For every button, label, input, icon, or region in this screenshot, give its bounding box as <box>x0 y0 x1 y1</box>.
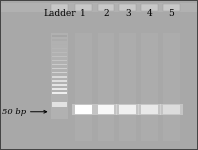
Bar <box>51 4 68 11</box>
Bar <box>119 4 136 11</box>
Text: Ladder: Ladder <box>43 9 76 18</box>
Text: 5: 5 <box>168 9 174 18</box>
Bar <box>52 44 67 45</box>
Bar <box>52 56 67 57</box>
Bar <box>52 39 67 41</box>
Bar <box>160 104 183 115</box>
Bar <box>52 68 67 69</box>
Bar <box>119 33 136 141</box>
Bar <box>197 0 198 150</box>
Bar <box>98 4 114 11</box>
Bar <box>119 105 136 114</box>
Bar <box>52 64 67 65</box>
Text: 4: 4 <box>147 9 152 18</box>
Bar <box>52 48 67 49</box>
Bar <box>0 0 1 150</box>
Bar <box>0 0 198 1</box>
Bar <box>141 33 158 141</box>
Bar <box>0 3 198 12</box>
Bar <box>51 33 68 119</box>
Text: 3: 3 <box>125 9 130 18</box>
Bar <box>163 4 180 11</box>
Bar <box>52 88 67 90</box>
Bar <box>52 84 67 86</box>
Bar <box>138 104 161 115</box>
Bar <box>0 149 198 150</box>
Bar <box>72 104 95 115</box>
Bar <box>95 104 117 115</box>
Bar <box>52 60 67 61</box>
Bar <box>52 92 67 94</box>
Text: 50 bp: 50 bp <box>2 108 26 116</box>
Bar <box>75 105 92 114</box>
Bar <box>52 35 67 37</box>
Bar <box>163 33 180 141</box>
Bar <box>52 72 67 74</box>
Bar <box>52 52 67 53</box>
Bar <box>52 102 67 107</box>
Bar <box>75 33 92 141</box>
Bar <box>52 76 67 78</box>
Bar <box>141 4 158 11</box>
Bar <box>75 4 92 11</box>
Text: 1: 1 <box>80 9 86 18</box>
Bar <box>163 105 180 114</box>
Bar <box>116 104 139 115</box>
Text: 2: 2 <box>103 9 109 18</box>
Bar <box>98 33 114 141</box>
Bar <box>52 80 67 82</box>
Bar <box>141 105 158 114</box>
Bar <box>98 105 114 114</box>
